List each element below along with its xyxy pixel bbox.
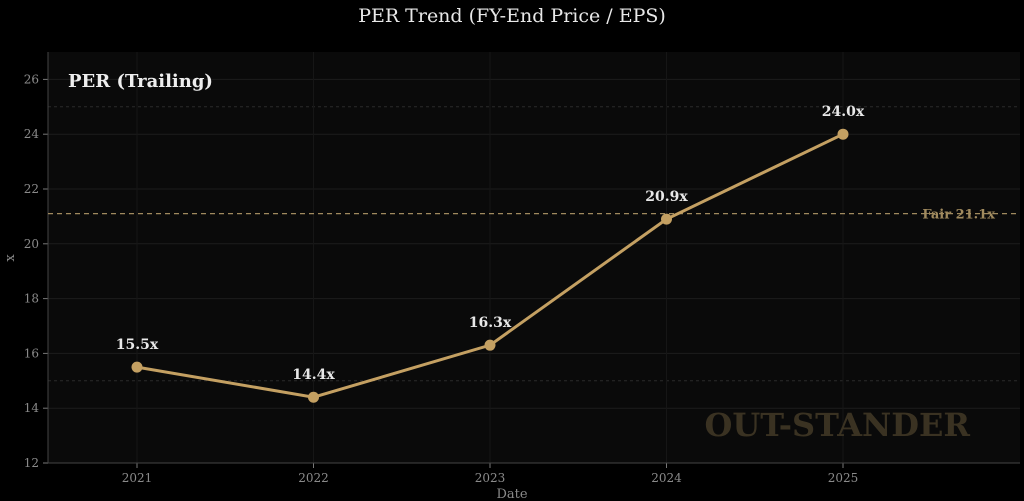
data-point	[661, 213, 672, 225]
y-tick-label: 12	[24, 456, 39, 470]
fair-value-label: Fair 21.1x	[922, 208, 995, 223]
x-tick-label: 2021	[122, 471, 153, 485]
data-label: 16.3x	[469, 315, 512, 331]
x-tick-label: 2024	[651, 471, 682, 485]
y-tick-label: 26	[24, 72, 39, 86]
y-tick-label: 18	[24, 292, 39, 306]
data-point	[484, 339, 496, 351]
y-tick-label: 24	[24, 127, 40, 141]
data-point	[308, 391, 319, 403]
x-tick-label: 2025	[828, 471, 859, 485]
data-label: 14.4x	[292, 367, 335, 383]
data-point	[131, 361, 143, 373]
y-tick-label: 22	[24, 182, 39, 196]
x-tick-label: 2022	[298, 471, 329, 485]
y-tick-label: 16	[24, 346, 39, 360]
data-label: 15.5x	[116, 337, 159, 353]
x-axis-label: Date	[496, 487, 527, 501]
y-tick-label: 14	[24, 401, 40, 415]
watermark: OUT-STANDER	[704, 406, 970, 444]
chart-title: PER Trend (FY-End Price / EPS)	[358, 5, 666, 27]
data-label: 20.9x	[645, 189, 688, 205]
y-axis-label: x	[3, 254, 18, 262]
plot-area	[48, 52, 1020, 463]
y-tick-label: 20	[24, 237, 39, 251]
data-label: 24.0x	[822, 104, 865, 120]
data-point	[837, 128, 849, 140]
x-tick-label: 2023	[475, 471, 506, 485]
inset-label: PER (Trailing)	[68, 71, 213, 92]
